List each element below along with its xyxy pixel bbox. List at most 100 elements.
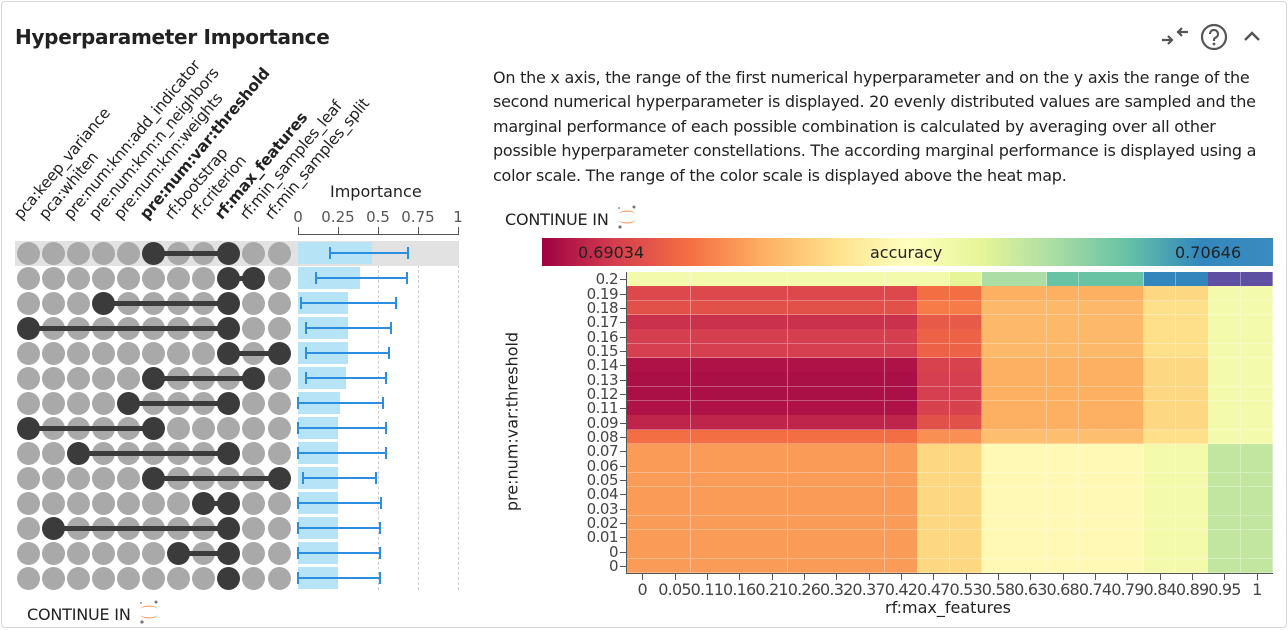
heatmap-cell[interactable] <box>820 386 853 402</box>
heatmap-cell[interactable] <box>626 286 659 302</box>
heatmap-cell[interactable] <box>949 343 983 359</box>
heatmap-cell[interactable] <box>852 315 886 330</box>
heatmap-cell[interactable] <box>949 472 983 488</box>
heatmap-cell[interactable] <box>1078 343 1112 359</box>
heatmap-cell[interactable] <box>755 501 789 517</box>
heatmap-cell[interactable] <box>1014 429 1048 445</box>
heatmap-cell[interactable] <box>1240 272 1274 287</box>
heatmap-cell[interactable] <box>1143 286 1177 302</box>
heatmap-cell[interactable] <box>852 386 886 402</box>
heatmap-cell[interactable] <box>1078 472 1112 488</box>
heatmap-cell[interactable] <box>626 429 659 445</box>
heatmap-cell[interactable] <box>1046 272 1080 287</box>
heatmap-cell[interactable] <box>626 501 659 517</box>
heatmap-cell[interactable] <box>949 272 983 287</box>
heatmap-cell[interactable] <box>949 515 983 531</box>
heatmap-cell[interactable] <box>884 472 918 488</box>
heatmap-cell[interactable] <box>626 487 659 502</box>
heatmap-cell[interactable] <box>852 501 886 517</box>
heatmap-cell[interactable] <box>949 429 983 445</box>
heatmap-cell[interactable] <box>626 329 659 345</box>
heatmap-cell[interactable] <box>917 487 950 502</box>
heatmap-cell[interactable] <box>1208 429 1242 445</box>
heatmap-cell[interactable] <box>723 386 756 402</box>
heatmap-cell[interactable] <box>1240 558 1274 574</box>
heatmap-cell[interactable] <box>1111 401 1145 416</box>
heatmap-cell[interactable] <box>755 358 789 373</box>
heatmap-cell[interactable] <box>1208 415 1242 431</box>
heatmap-cell[interactable] <box>852 401 886 416</box>
heatmap-cell[interactable] <box>755 472 789 488</box>
heatmap-cell[interactable] <box>1014 343 1048 359</box>
heatmap-cell[interactable] <box>1111 286 1145 302</box>
heatmap-cell[interactable] <box>1111 358 1145 373</box>
heatmap-cell[interactable] <box>755 530 789 545</box>
heatmap-cell[interactable] <box>1143 472 1177 488</box>
heatmap-cell[interactable] <box>981 329 1015 345</box>
heatmap-cell[interactable] <box>820 415 853 431</box>
heatmap-cell[interactable] <box>787 358 821 373</box>
heatmap-cell[interactable] <box>690 315 724 330</box>
heatmap-cell[interactable] <box>1014 315 1048 330</box>
heatmap-cell[interactable] <box>787 272 821 287</box>
heatmap-cell[interactable] <box>884 372 918 388</box>
heatmap-cell[interactable] <box>1208 487 1242 502</box>
heatmap-cell[interactable] <box>1078 458 1112 474</box>
heatmap-cell[interactable] <box>1175 315 1209 330</box>
compress-arrows-icon[interactable] <box>1160 22 1190 52</box>
heatmap-cell[interactable] <box>852 415 886 431</box>
heatmap-cell[interactable] <box>949 315 983 330</box>
heatmap-cell[interactable] <box>1014 272 1048 287</box>
heatmap-cell[interactable] <box>1175 343 1209 359</box>
heatmap-cell[interactable] <box>1111 558 1145 574</box>
heatmap-cell[interactable] <box>1175 429 1209 445</box>
heatmap-cell[interactable] <box>917 315 950 330</box>
heatmap-cell[interactable] <box>1014 472 1048 488</box>
heatmap-cell[interactable] <box>755 286 789 302</box>
heatmap-cell[interactable] <box>1111 415 1145 431</box>
heatmap-cell[interactable] <box>917 530 950 545</box>
heatmap-cell[interactable] <box>723 515 756 531</box>
heatmap-cell[interactable] <box>1078 315 1112 330</box>
heatmap-cell[interactable] <box>884 558 918 574</box>
heatmap-cell[interactable] <box>626 358 659 373</box>
heatmap-cell[interactable] <box>820 487 853 502</box>
heatmap-cell[interactable] <box>820 343 853 359</box>
heatmap-cell[interactable] <box>1078 372 1112 388</box>
heatmap-cell[interactable] <box>1046 501 1080 517</box>
heatmap-cell[interactable] <box>1175 444 1209 459</box>
heatmap-cell[interactable] <box>820 558 853 574</box>
heatmap-cell[interactable] <box>820 501 853 517</box>
heatmap-cell[interactable] <box>658 300 692 316</box>
heatmap-cell[interactable] <box>787 315 821 330</box>
heatmap-cell[interactable] <box>755 343 789 359</box>
heatmap-cell[interactable] <box>755 444 789 459</box>
heatmap-cell[interactable] <box>787 329 821 345</box>
heatmap-cell[interactable] <box>1175 415 1209 431</box>
heatmap-cell[interactable] <box>1111 472 1145 488</box>
heatmap-cell[interactable] <box>658 487 692 502</box>
heatmap-cell[interactable] <box>1143 530 1177 545</box>
heatmap-cell[interactable] <box>658 458 692 474</box>
heatmap-cell[interactable] <box>723 444 756 459</box>
heatmap-cell[interactable] <box>787 544 821 560</box>
heatmap-cell[interactable] <box>1111 300 1145 316</box>
heatmap-cell[interactable] <box>787 458 821 474</box>
heatmap-cell[interactable] <box>1078 300 1112 316</box>
heatmap-cell[interactable] <box>690 329 724 345</box>
heatmap-cell[interactable] <box>884 415 918 431</box>
heatmap-cell[interactable] <box>626 415 659 431</box>
heatmap-cell[interactable] <box>1240 415 1274 431</box>
heatmap-cell[interactable] <box>1078 415 1112 431</box>
heatmap-cell[interactable] <box>1014 530 1048 545</box>
heatmap-cell[interactable] <box>1175 372 1209 388</box>
heatmap-cell[interactable] <box>981 286 1015 302</box>
heatmap-cell[interactable] <box>1078 515 1112 531</box>
heatmap-cell[interactable] <box>1240 372 1274 388</box>
heatmap-cell[interactable] <box>1208 272 1242 287</box>
heatmap-cell[interactable] <box>690 458 724 474</box>
heatmap-cell[interactable] <box>658 272 692 287</box>
heatmap-cell[interactable] <box>917 386 950 402</box>
heatmap-cell[interactable] <box>917 343 950 359</box>
heatmap-cell[interactable] <box>1240 300 1274 316</box>
